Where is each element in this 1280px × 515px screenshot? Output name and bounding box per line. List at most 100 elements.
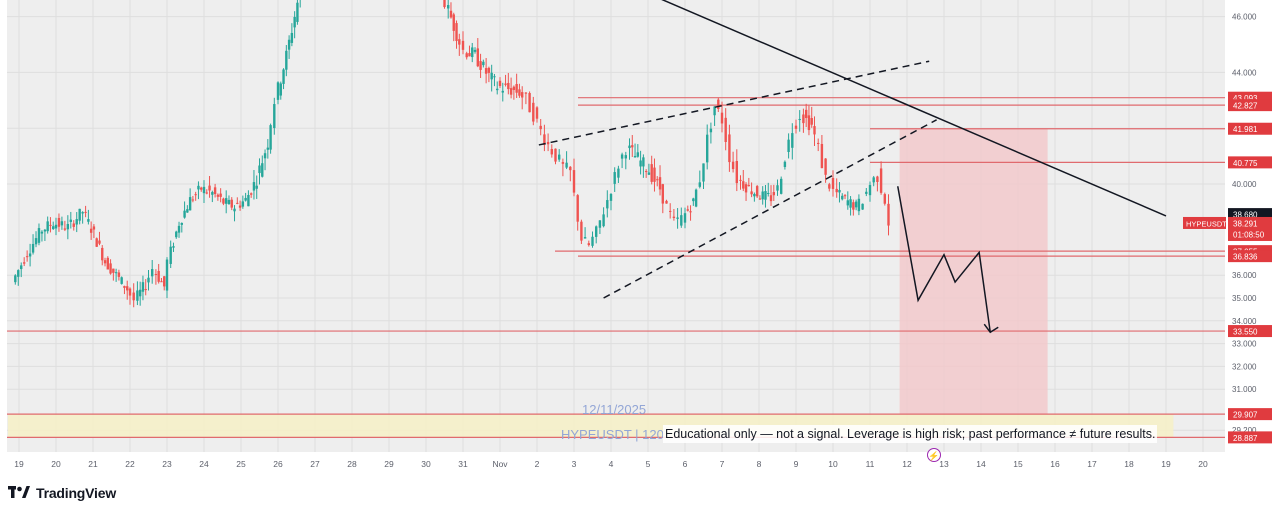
candle-body — [838, 189, 841, 193]
projection-zone — [899, 128, 1048, 415]
candle-body — [750, 191, 753, 195]
candle-body — [755, 186, 759, 197]
candle-body — [120, 277, 123, 284]
candle-body — [487, 67, 491, 73]
level-label: 42.827 — [1233, 102, 1258, 111]
candle-body — [656, 179, 659, 181]
candle-body — [443, 0, 446, 8]
candle-body — [742, 181, 745, 189]
y-tick-label: 36.000 — [1232, 271, 1257, 280]
x-tick-label: 6 — [683, 459, 688, 469]
candle-body — [205, 192, 208, 194]
candle-body — [669, 210, 672, 212]
candle-body — [31, 243, 35, 253]
candle-body — [186, 209, 189, 213]
candle-body — [692, 198, 695, 202]
candle-body — [81, 212, 84, 214]
candle-body — [783, 161, 787, 167]
x-tick-label: 9 — [794, 459, 799, 469]
level-label: 41.981 — [1233, 125, 1258, 134]
candle-body — [647, 172, 651, 175]
candle-body — [879, 168, 883, 193]
candle-body — [702, 163, 705, 182]
candle-body — [583, 237, 587, 239]
level-label: 43.093 — [1233, 94, 1258, 103]
candle-body — [471, 47, 474, 58]
level-label-bg — [1228, 122, 1272, 135]
level-label-bg — [1228, 156, 1272, 169]
dashed-trendline — [603, 119, 937, 299]
candle-body — [255, 185, 258, 189]
candle-body — [767, 192, 770, 194]
chart-area[interactable]: 50.00046.00044.00042.00040.00036.00035.0… — [0, 0, 1280, 475]
candle-body — [101, 247, 104, 261]
candle-body — [676, 217, 679, 219]
candle-body — [37, 228, 41, 243]
candle-body — [620, 154, 624, 159]
high-marker-label: 38.680 — [1233, 211, 1258, 220]
candle-body — [46, 221, 49, 232]
candle-body — [197, 185, 200, 190]
candle-body — [160, 281, 163, 283]
candle-body — [132, 292, 135, 301]
level-label: 29.907 — [1233, 411, 1258, 420]
x-axis-ticks[interactable]: 19 20 21 22 23 24 25 26 27 28 29 30 31 Nov 2 3 4 5 6 7 8 9 10 1… — [14, 459, 1208, 469]
candle-body — [521, 92, 524, 98]
price-chart[interactable]: 50.00046.00044.00042.00040.00036.00035.0… — [0, 0, 1280, 475]
lightning-icon[interactable]: ⚡ — [927, 448, 941, 462]
candle-body — [535, 107, 539, 119]
candle-body — [194, 194, 197, 196]
candle-body — [624, 155, 627, 159]
candle-body — [524, 92, 528, 94]
tradingview-logo[interactable]: TradingView — [8, 485, 116, 501]
candle-body — [293, 16, 296, 28]
candle-body — [532, 102, 535, 122]
x-tick-label: 11 — [866, 459, 875, 469]
candle-body — [22, 262, 26, 264]
candle-body — [175, 231, 178, 238]
candle-body — [739, 179, 742, 181]
candle-body — [236, 202, 239, 204]
candle-body — [665, 200, 668, 204]
level-label-bg — [1228, 408, 1272, 421]
candle-body — [706, 134, 709, 163]
candle-body — [123, 285, 126, 288]
candle-body — [843, 195, 847, 197]
candle-body — [109, 263, 112, 274]
candle-body — [213, 187, 217, 195]
x-tick-label: 15 — [1013, 459, 1023, 469]
candle-body — [183, 210, 186, 218]
candle-body — [169, 246, 172, 264]
candle-body — [202, 186, 206, 194]
candle-body — [644, 171, 648, 173]
x-tick-label: 18 — [1124, 459, 1134, 469]
footer: TradingView — [0, 478, 1280, 515]
candle-body — [780, 178, 783, 194]
x-tick-label: 10 — [828, 459, 838, 469]
candle-body — [279, 83, 282, 96]
candle-body — [95, 238, 98, 247]
watermark-date: 12/11/2025 — [582, 402, 647, 417]
candle-body — [219, 193, 222, 197]
candle-body — [846, 200, 849, 206]
candle-body — [854, 201, 858, 208]
candle-body — [147, 277, 150, 283]
candle-body — [276, 82, 280, 100]
countdown-label: 01:08:50 — [1233, 230, 1265, 239]
candle-body — [151, 269, 154, 277]
x-tick-label: 19 — [1161, 459, 1171, 469]
candle-body — [753, 193, 756, 197]
x-tick-label: 24 — [199, 459, 209, 469]
candle-body — [587, 243, 590, 246]
level-label: 36.836 — [1233, 253, 1258, 262]
candle-body — [758, 198, 762, 200]
candle-body — [154, 273, 158, 275]
candle-body — [509, 88, 513, 95]
candle-body — [515, 84, 518, 93]
candle-body — [804, 109, 808, 119]
candle-body — [285, 50, 288, 70]
candle-body — [476, 48, 479, 67]
candle-body — [177, 225, 181, 233]
candle-body — [290, 32, 294, 43]
candle-body — [798, 118, 801, 121]
